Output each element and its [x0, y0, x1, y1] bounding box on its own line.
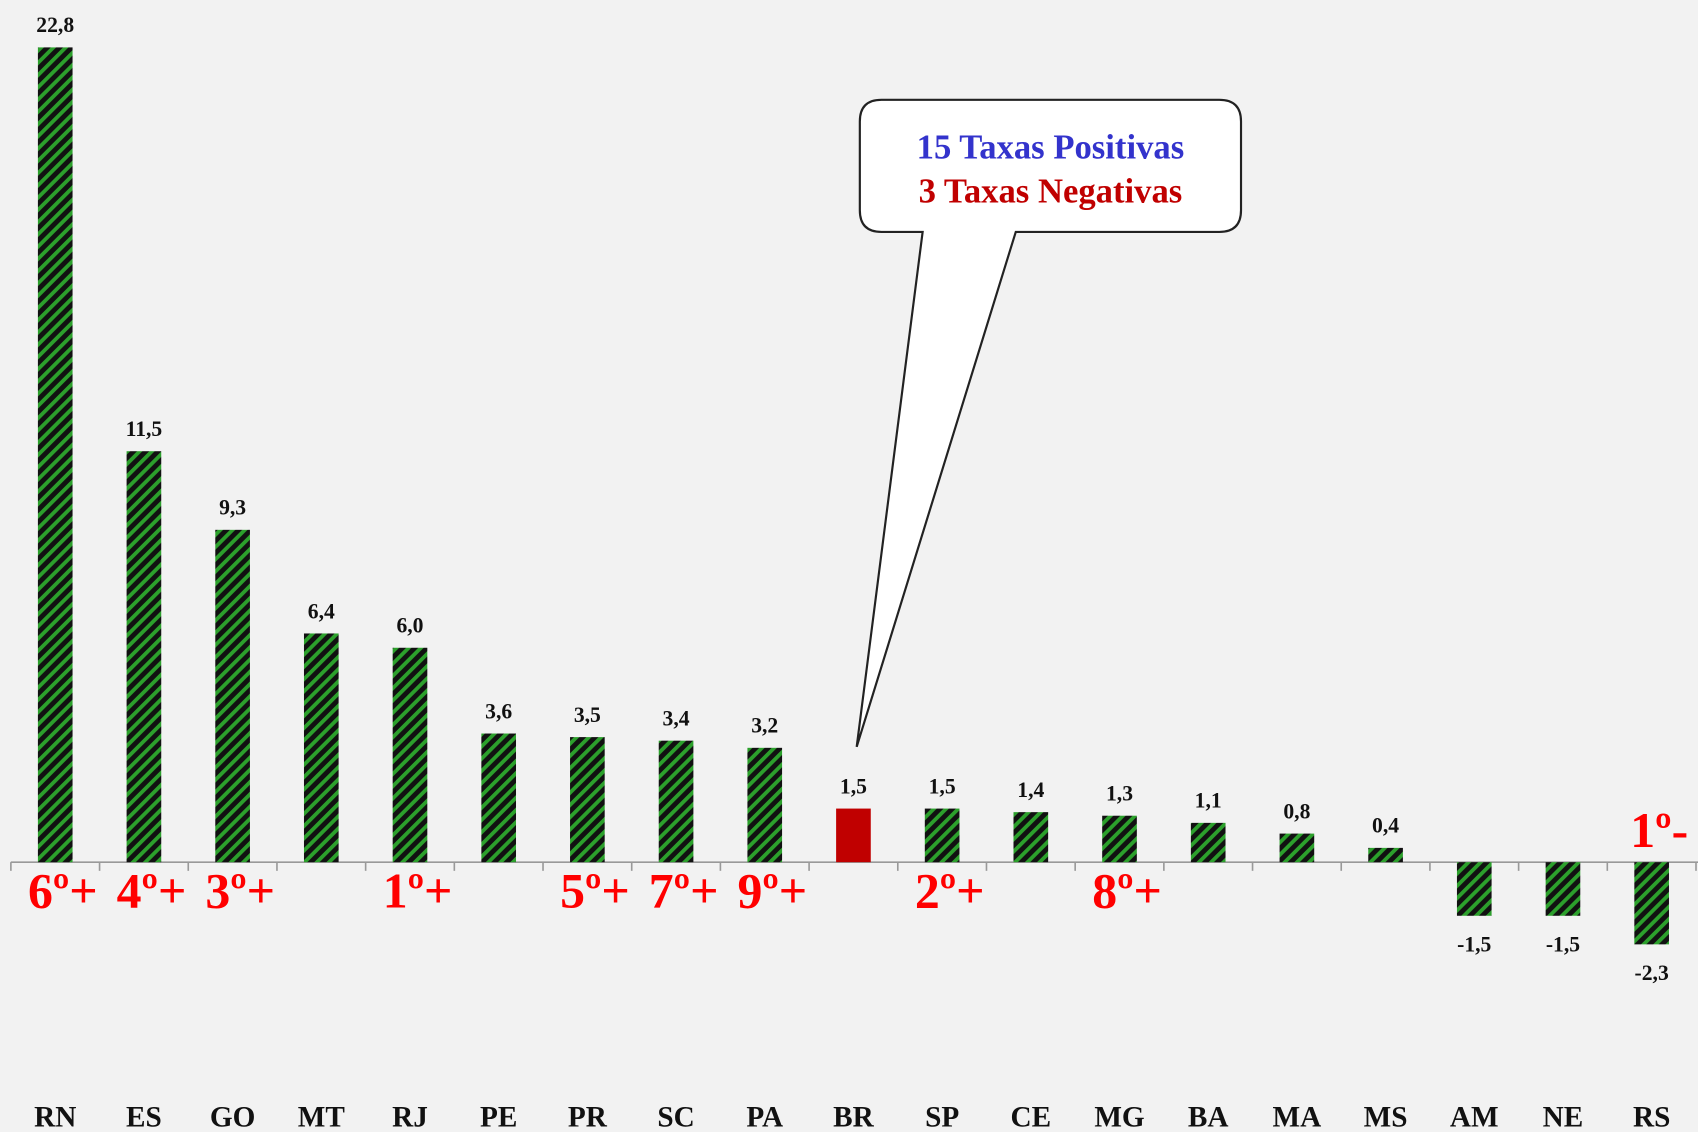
x-tick-label: CE — [1011, 1101, 1052, 1132]
x-tick-label: MG — [1094, 1101, 1144, 1132]
value-label: 3,5 — [574, 703, 601, 727]
x-tick-label: AM — [1450, 1101, 1499, 1132]
bar — [1368, 847, 1403, 863]
x-tick-label: PA — [746, 1101, 783, 1132]
x-tick-label: RN — [34, 1101, 76, 1132]
callout-text: 3 Taxas Negativas — [919, 173, 1183, 211]
x-tick-label: PE — [480, 1101, 517, 1132]
value-label: 0,4 — [1372, 814, 1399, 838]
x-tick-label: SC — [657, 1101, 694, 1132]
x-tick-label: SP — [925, 1101, 959, 1132]
bar — [747, 747, 783, 863]
bar — [1190, 822, 1226, 863]
x-tick-label: BR — [833, 1101, 874, 1132]
bar — [658, 740, 694, 863]
bar — [1279, 833, 1315, 863]
x-tick-label: RS — [1633, 1101, 1670, 1132]
value-label: 1,1 — [1195, 789, 1222, 813]
value-label: -2,3 — [1635, 961, 1669, 985]
x-tick-label: MT — [298, 1101, 346, 1132]
rank-annotation: 2º+ — [915, 864, 985, 919]
bar — [303, 633, 339, 863]
bar — [126, 451, 162, 863]
value-label: 3,6 — [485, 699, 512, 723]
x-tick-label: MS — [1364, 1101, 1408, 1132]
value-label: 9,3 — [219, 496, 246, 520]
value-label: 3,4 — [663, 707, 690, 731]
bar — [570, 737, 605, 863]
value-label: 1,3 — [1106, 782, 1133, 806]
callout-text: 15 Taxas Positivas — [917, 128, 1185, 166]
callout-bubble — [855, 98, 1243, 748]
value-label: 0,8 — [1283, 799, 1310, 823]
x-tick-label: NE — [1543, 1101, 1584, 1132]
rank-annotation: 1º- — [1630, 803, 1688, 858]
rank-annotation: 5º+ — [560, 864, 630, 919]
value-label: 1,5 — [840, 774, 867, 798]
value-label: 6,0 — [396, 614, 423, 638]
bar — [481, 733, 517, 863]
bar — [1456, 862, 1492, 916]
bar — [215, 529, 250, 863]
x-tick-label: GO — [210, 1101, 255, 1132]
rank-annotation: 6º+ — [28, 864, 98, 919]
x-tick-label: PR — [568, 1101, 608, 1132]
x-tick-label: BA — [1188, 1101, 1229, 1132]
x-tick-label: MA — [1273, 1101, 1322, 1132]
rank-annotation: 8º+ — [1092, 864, 1162, 919]
value-label: 1,5 — [929, 774, 956, 798]
x-tick-label: ES — [126, 1101, 162, 1132]
bar — [1634, 862, 1669, 945]
bar — [924, 808, 960, 863]
value-label: 22,8 — [36, 13, 74, 37]
rank-annotation: 3º+ — [205, 864, 275, 919]
bar — [392, 647, 428, 863]
value-label: 11,5 — [126, 417, 163, 441]
value-label: -1,5 — [1546, 933, 1580, 957]
bar — [1102, 815, 1137, 863]
value-label: 6,4 — [308, 599, 335, 623]
rank-annotation: 4º+ — [117, 864, 187, 919]
bar — [37, 47, 73, 863]
rank-annotation: 9º+ — [737, 864, 807, 919]
value-label: 3,2 — [751, 714, 778, 738]
value-label: -1,5 — [1457, 933, 1491, 957]
x-tick-label: RJ — [392, 1101, 428, 1132]
rank-annotation: 7º+ — [649, 864, 719, 919]
bar — [836, 808, 871, 863]
bar — [1545, 862, 1581, 916]
value-label: 1,4 — [1017, 778, 1044, 802]
rank-annotation: 1º+ — [383, 864, 453, 919]
bar — [1013, 812, 1049, 863]
